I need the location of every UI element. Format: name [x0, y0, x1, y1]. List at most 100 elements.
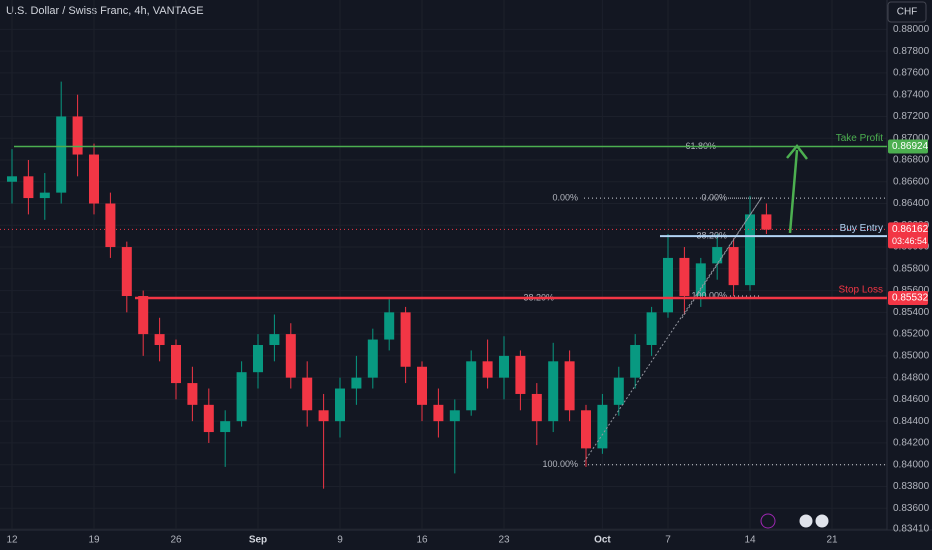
y-tick-label: 0.84000	[893, 459, 930, 470]
candle-body	[89, 154, 99, 204]
y-tick-label: 0.83600	[893, 503, 930, 514]
y-tick-label: 0.84400	[893, 416, 930, 427]
y-tick-label: 0.86800	[893, 155, 930, 166]
price-tag	[888, 290, 928, 305]
y-tick-label: 0.83410	[893, 524, 930, 535]
y-tick-label: 0.87400	[893, 89, 930, 100]
candle-body	[646, 312, 657, 345]
candle-body	[695, 263, 706, 297]
candle-body	[400, 312, 411, 367]
level-label: Buy Entry	[840, 223, 883, 234]
candle-body	[449, 410, 460, 422]
y-tick-label: 0.85600	[893, 285, 930, 296]
price-tag-label: 0.86924	[892, 141, 929, 152]
candle-body	[597, 404, 608, 449]
candle-body	[23, 176, 34, 199]
x-tick-label: 16	[416, 535, 428, 546]
price-tag-label: 0.86162	[892, 224, 929, 235]
candle-body	[433, 404, 444, 422]
candle-body	[269, 334, 280, 345]
candle-body	[630, 344, 641, 378]
candle-body	[663, 257, 673, 313]
x-tick-label: 12	[6, 535, 18, 546]
candle-body	[499, 355, 509, 378]
event-icon[interactable]	[760, 513, 776, 529]
y-tick-label: 0.83800	[893, 481, 930, 492]
candle-body	[171, 344, 181, 384]
arrow-head	[786, 144, 808, 160]
y-tick-label: 0.86400	[893, 198, 930, 209]
x-tick-label: 9	[337, 535, 343, 546]
candle-body	[581, 410, 591, 449]
price-tag	[888, 139, 928, 154]
candle-body	[105, 203, 116, 248]
level-label: Stop Loss	[839, 285, 883, 296]
y-tick-label: 0.86600	[893, 176, 930, 187]
x-tick-label: Oct	[594, 535, 611, 546]
candle-body	[564, 361, 575, 411]
x-tick-label: Sep	[249, 535, 267, 546]
candle-body	[318, 410, 329, 422]
x-tick-label: 19	[88, 535, 100, 546]
y-tick-label: 0.87800	[893, 46, 930, 57]
candle-body	[679, 257, 690, 297]
y-tick-label: 0.84200	[893, 438, 930, 449]
countdown-label: 03:46:54	[892, 236, 927, 246]
candle-body	[761, 214, 772, 230]
x-tick-label: 23	[498, 535, 510, 546]
y-tick-label: 0.85200	[893, 329, 930, 340]
candle-body	[515, 355, 526, 394]
y-tick-label: 0.84800	[893, 372, 930, 383]
fib-label: 0.00%	[552, 192, 578, 202]
candle-body	[351, 377, 362, 389]
candle-body	[367, 339, 378, 378]
fib-trend	[583, 196, 763, 463]
candle-body	[56, 116, 67, 193]
y-tick-label: 0.85800	[893, 263, 930, 274]
currency-button[interactable]	[887, 1, 927, 23]
candle-body	[7, 176, 17, 182]
event-flag[interactable]	[814, 513, 830, 529]
candle-body	[236, 372, 247, 422]
arrow	[788, 149, 799, 234]
y-tick-label: 0.87000	[893, 133, 930, 144]
candle-body	[548, 361, 559, 422]
candle-body	[121, 247, 132, 297]
candle-body	[154, 334, 165, 345]
candle-body	[335, 388, 345, 422]
candle-body	[72, 116, 83, 155]
x-tick-label: 26	[170, 535, 182, 546]
candle-body	[417, 366, 427, 405]
candle-body	[712, 247, 723, 264]
y-tick-label: 0.85400	[893, 307, 930, 318]
candle-body	[187, 383, 198, 405]
x-tick-label: 14	[744, 535, 756, 546]
x-tick-label: 7	[665, 535, 671, 546]
candle-body	[285, 334, 296, 378]
candle-body	[138, 296, 149, 335]
event-flag[interactable]	[798, 513, 814, 529]
candle-body	[253, 344, 263, 373]
price-tag-label: 0.85532	[892, 293, 929, 304]
y-tick-label: 0.85000	[893, 351, 930, 362]
x-tick-label: 21	[826, 535, 838, 546]
price-tag	[888, 222, 928, 249]
fib-label: 100.00%	[542, 459, 578, 469]
candle-body	[728, 247, 739, 286]
level-label: Take Profit	[836, 133, 883, 144]
currency-label: CHF	[897, 7, 918, 18]
y-tick-label: 0.88000	[893, 24, 930, 35]
candle-body	[613, 377, 624, 405]
candle-body	[745, 214, 755, 286]
candle-body	[203, 404, 214, 433]
fib-label: 0.00%	[701, 192, 727, 202]
candle-body	[482, 361, 493, 378]
candle-body	[384, 312, 395, 340]
candle-body	[220, 421, 231, 433]
candle-body	[531, 393, 542, 422]
fib-label: 100.00%	[691, 290, 727, 300]
y-tick-label: 0.87200	[893, 111, 930, 122]
y-tick-label: 0.84600	[893, 394, 930, 405]
